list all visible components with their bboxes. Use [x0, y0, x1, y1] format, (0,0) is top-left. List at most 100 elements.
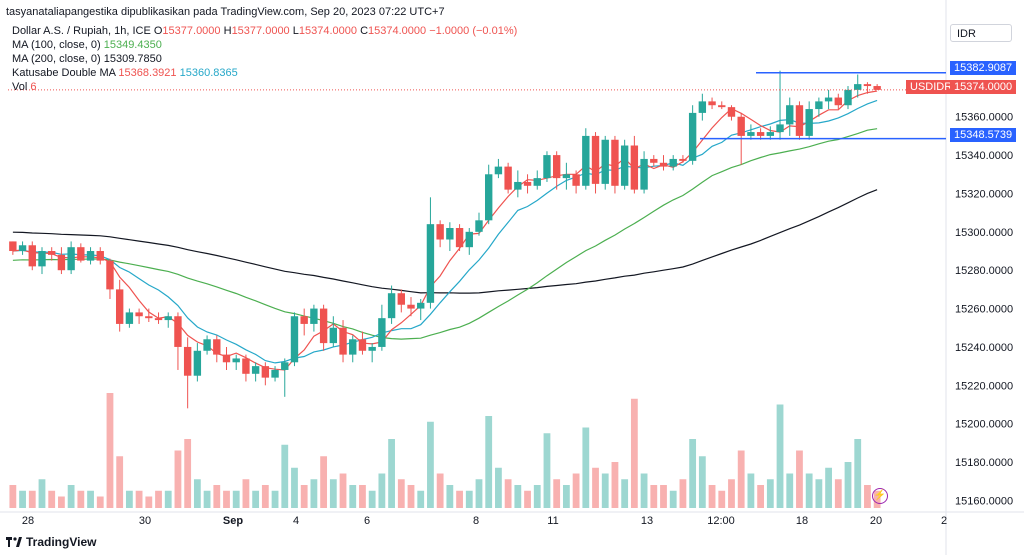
volume-bar: [310, 479, 318, 508]
volume-bar: [291, 467, 298, 508]
volume-bar: [28, 490, 36, 508]
volume-bar: [359, 485, 366, 508]
candle-body: [77, 247, 85, 261]
volume-bar: [485, 416, 493, 508]
volume-bar: [766, 479, 774, 508]
katusabe-value-fast: 15368.3921: [118, 67, 177, 79]
symbol-tag: USDIDR: [906, 80, 957, 94]
candle-body: [397, 293, 405, 305]
x-tick-label: 4: [293, 515, 299, 527]
candle-body: [135, 312, 143, 317]
candle-body: [494, 166, 503, 175]
volume-bar: [203, 490, 211, 508]
ma100-label: MA (100, close, 0): [12, 39, 101, 51]
legend-vol-row[interactable]: Vol 6: [12, 80, 517, 94]
tradingview-logo-icon: [6, 537, 22, 547]
close-value: 15374.0000: [368, 25, 427, 37]
candle-body: [465, 231, 473, 248]
candle-body: [48, 251, 56, 255]
volume-bar: [650, 485, 658, 508]
candle-body: [844, 89, 852, 106]
candle-body: [718, 105, 726, 108]
y-tick-label: 15320.0000: [955, 188, 1013, 200]
symbol-title[interactable]: Dollar A.S. / Rupiah, 1h, ICE: [12, 25, 151, 37]
volume-bar: [174, 450, 182, 508]
volume-bar: [601, 473, 609, 508]
legend-ma100-row[interactable]: MA (100, close, 0) 15349.4350: [12, 38, 517, 52]
legend-ma200-row[interactable]: MA (200, close, 0) 15309.7850: [12, 52, 517, 66]
volume-bar: [728, 479, 735, 508]
candle-body: [145, 316, 153, 319]
volume-bar: [116, 456, 124, 508]
x-tick-label: 30: [139, 515, 151, 527]
change-value: −1.0000 (−0.01%): [429, 25, 518, 37]
candle-body: [873, 86, 881, 90]
candle-body: [339, 327, 347, 355]
last-price-tag: 15374.0000: [950, 80, 1017, 94]
volume-bar: [223, 490, 230, 508]
candle-body: [115, 289, 124, 324]
volume-bar: [864, 485, 871, 508]
candle-body: [222, 354, 231, 363]
candle-body: [28, 245, 36, 267]
volume-bar: [669, 490, 677, 508]
open-value: 15377.0000: [162, 25, 221, 37]
candle-body: [18, 245, 27, 252]
y-tick-label: 15340.0000: [955, 150, 1013, 162]
volume-bar: [77, 490, 85, 508]
volume-bar: [67, 485, 75, 508]
volume-bar: [562, 485, 570, 508]
volume-bar: [698, 456, 706, 508]
vol-label: Vol: [12, 81, 28, 93]
y-tick-label: 15300.0000: [955, 227, 1013, 239]
chart-legend: Dollar A.S. / Rupiah, 1h, ICE O15377.000…: [12, 24, 517, 94]
candle-body: [659, 162, 668, 167]
volume-bar: [844, 462, 852, 508]
volume-bar: [660, 485, 667, 508]
volume-bar: [125, 490, 133, 508]
volume-bar: [679, 479, 687, 508]
candle-body: [504, 166, 512, 190]
volume-bar: [630, 398, 638, 508]
legend-katusabe-row[interactable]: Katusabe Double MA 15368.3921 15360.8365: [12, 66, 517, 80]
volume-bar: [58, 496, 65, 508]
lightning-icon[interactable]: ⚡: [872, 488, 888, 504]
candle-body: [358, 339, 367, 351]
volume-bar: [261, 485, 269, 508]
candle-body: [368, 346, 376, 351]
volume-bar: [776, 404, 784, 508]
candle-body: [378, 318, 386, 347]
candle-body: [786, 105, 794, 125]
candle-body: [795, 105, 804, 136]
candle-body: [232, 358, 240, 363]
candle-body: [708, 101, 716, 106]
volume-bar: [48, 490, 56, 508]
candle-body: [183, 346, 192, 376]
volume-bar: [96, 496, 104, 508]
candle-body: [485, 174, 493, 221]
x-tick-label: 18: [796, 515, 808, 527]
ma200-value: 15309.7850: [103, 53, 162, 65]
volume-bar: [805, 473, 813, 508]
candle-body: [281, 362, 289, 370]
candle-body: [213, 339, 221, 355]
brand-name: TradingView: [26, 535, 97, 549]
close-label: C: [360, 25, 369, 37]
volume-bar: [582, 427, 590, 508]
volume-bar: [184, 439, 192, 508]
volume-bar: [611, 462, 619, 508]
candle-body: [591, 135, 600, 184]
candle-body: [242, 358, 250, 374]
candle-body: [290, 316, 299, 363]
volume-bar: [242, 479, 250, 508]
y-tick-label: 15200.0000: [955, 419, 1013, 431]
currency-button[interactable]: IDR: [950, 24, 1012, 42]
candle-body: [562, 174, 571, 179]
volume-bar: [446, 485, 454, 508]
candle-body: [67, 247, 75, 271]
katusabe-value-slow: 15360.8365: [179, 67, 238, 79]
candle-body: [9, 241, 17, 252]
volume-bar: [368, 490, 376, 508]
volume-bar: [38, 479, 46, 508]
